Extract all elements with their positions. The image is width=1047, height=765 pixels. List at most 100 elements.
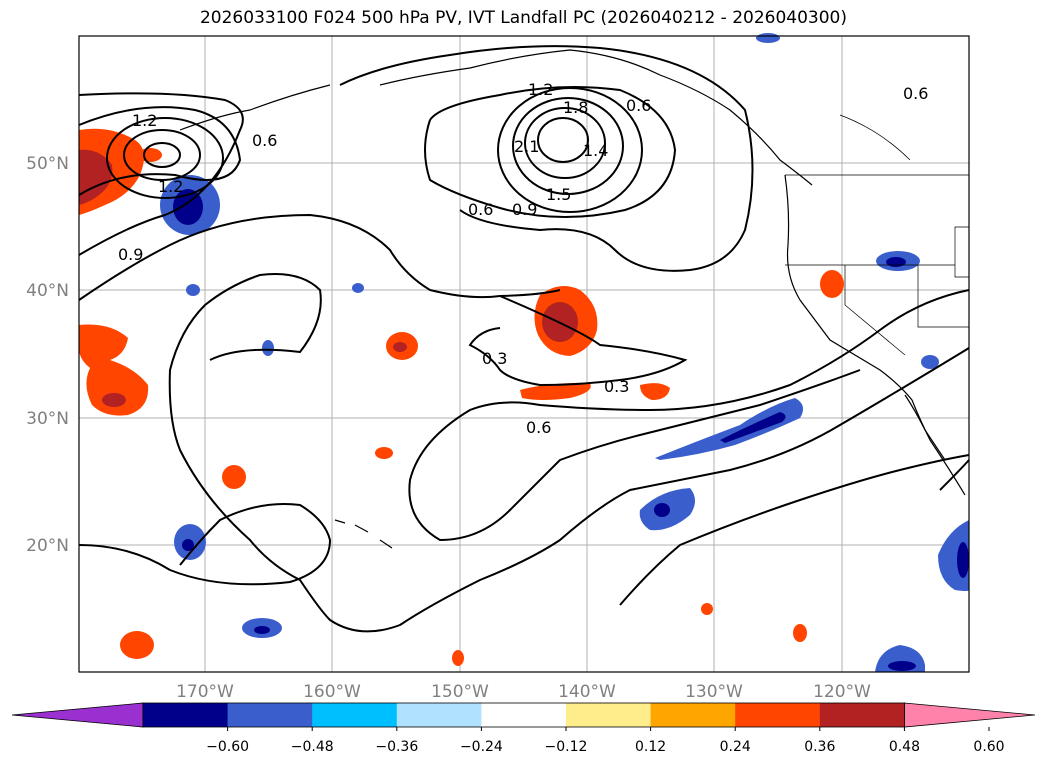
alaska-coast bbox=[379, 49, 813, 186]
latitude-labels: 50°N 40°N 30°N 20°N bbox=[26, 154, 69, 556]
contour bbox=[339, 45, 754, 272]
graticule bbox=[79, 36, 969, 672]
contour-label: 0.6 bbox=[626, 96, 651, 115]
contour-label: 1.8 bbox=[563, 98, 588, 117]
contour-label: 1.2 bbox=[132, 111, 157, 130]
lat-label: 30°N bbox=[26, 409, 69, 429]
shade-positive bbox=[138, 148, 162, 162]
shade-positive bbox=[820, 270, 844, 298]
contour-label: 0.6 bbox=[252, 131, 277, 150]
contour bbox=[939, 459, 970, 491]
shade-negative-strong bbox=[957, 542, 969, 578]
colorbar-tick-label: −0.24 bbox=[460, 739, 503, 755]
contour-label: 0.9 bbox=[118, 245, 143, 264]
colorbar-tick-label: −0.12 bbox=[545, 739, 588, 755]
lon-label: 160°W bbox=[303, 682, 361, 702]
shade-negative-strong bbox=[888, 661, 916, 671]
shade-negative-strong bbox=[720, 412, 786, 443]
contour-label: 0.9 bbox=[512, 200, 537, 219]
contour-labels: 1.2 0.6 1.2 0.9 1.2 1.8 2.1 1.4 1.5 0.9 … bbox=[118, 80, 928, 437]
colorbar-segment bbox=[312, 703, 398, 727]
contour bbox=[619, 454, 970, 606]
colorbar-segment bbox=[227, 703, 313, 727]
contour bbox=[424, 85, 677, 218]
shade-positive bbox=[452, 650, 464, 666]
shade-positive-strong bbox=[102, 393, 126, 407]
political-borders bbox=[785, 114, 970, 356]
colorbar-outline bbox=[142, 702, 905, 728]
shade-negative-strong bbox=[886, 257, 906, 267]
contour bbox=[524, 107, 606, 179]
colorbar-segment bbox=[650, 703, 736, 727]
coastlines bbox=[179, 49, 966, 549]
lon-label: 150°W bbox=[431, 682, 489, 702]
colorbar-tick-label: 0.60 bbox=[973, 739, 1004, 755]
contour bbox=[168, 273, 970, 633]
map-frame bbox=[78, 35, 970, 673]
lon-label: 170°W bbox=[176, 682, 234, 702]
shade-positive-strong bbox=[393, 342, 407, 352]
colorbar bbox=[11, 702, 1036, 731]
map-title: 2026033100 F024 500 hPa PV, IVT Landfall… bbox=[199, 8, 847, 28]
colorbar-segment bbox=[396, 703, 482, 727]
shade-positive bbox=[120, 631, 154, 659]
lat-label: 20°N bbox=[26, 536, 69, 556]
colorbar-tick-label: −0.36 bbox=[375, 739, 418, 755]
lon-label: 140°W bbox=[558, 682, 616, 702]
contour bbox=[512, 97, 624, 195]
colorbar-overflow-arrow bbox=[904, 702, 1036, 728]
contour-label: 1.2 bbox=[158, 177, 183, 196]
longitude-labels: 170°W 160°W 150°W 140°W 130°W 120°W bbox=[176, 682, 871, 702]
contour-label: 1.4 bbox=[583, 141, 608, 160]
contour-label: 1.5 bbox=[546, 185, 571, 204]
shade-positive bbox=[640, 383, 670, 400]
colorbar-segment bbox=[566, 703, 652, 727]
contour bbox=[123, 129, 201, 181]
contour-label: 0.6 bbox=[526, 418, 551, 437]
contour bbox=[408, 289, 970, 542]
shade-negative bbox=[186, 284, 200, 296]
shade-positive bbox=[79, 324, 149, 416]
shade-positive bbox=[701, 603, 713, 615]
colorbar-tick-label: 0.24 bbox=[720, 739, 751, 755]
lat-label: 40°N bbox=[26, 281, 69, 301]
ivt-shading bbox=[79, 33, 969, 672]
contour bbox=[78, 213, 561, 301]
colorbar-tick-label: −0.48 bbox=[291, 739, 334, 755]
shade-positive bbox=[520, 382, 591, 400]
contour bbox=[537, 117, 589, 163]
west-coast-north-america bbox=[784, 174, 966, 496]
contour bbox=[78, 106, 242, 196]
shade-negative bbox=[655, 398, 804, 460]
colorbar-tick-label: 0.48 bbox=[889, 739, 920, 755]
contour-label: 0.3 bbox=[604, 377, 629, 396]
hawaii-islands bbox=[334, 519, 393, 549]
colorbar-tick-label: 0.12 bbox=[635, 739, 666, 755]
shade-negative-strong bbox=[654, 503, 670, 517]
colorbar-underflow-arrow bbox=[11, 702, 144, 728]
colorbar-tick-labels: −0.60 −0.48 −0.36 −0.24 −0.12 0.12 0.24 0.36 0.4… bbox=[206, 739, 1004, 755]
contour bbox=[78, 92, 244, 256]
shade-negative-strong bbox=[254, 626, 270, 634]
colorbar-segment bbox=[143, 703, 229, 727]
contour bbox=[78, 503, 332, 586]
shade-negative bbox=[352, 283, 364, 293]
colorbar-tick-label: 0.36 bbox=[804, 739, 835, 755]
contour-label: 2.1 bbox=[514, 137, 539, 156]
contour-label: 0.6 bbox=[903, 84, 928, 103]
colorbar-segment bbox=[819, 703, 905, 727]
lon-label: 130°W bbox=[685, 682, 743, 702]
shade-positive bbox=[375, 447, 393, 459]
shade-negative bbox=[921, 355, 939, 369]
shade-negative-strong bbox=[182, 539, 194, 551]
colorbar-tick-label: −0.60 bbox=[206, 739, 249, 755]
baja-california bbox=[904, 394, 946, 461]
colorbar-segment bbox=[481, 703, 567, 727]
pv-contours bbox=[78, 45, 970, 633]
contour-label: 0.6 bbox=[468, 200, 493, 219]
contour bbox=[497, 87, 643, 213]
aleutian-coast bbox=[179, 84, 331, 131]
contour bbox=[143, 142, 181, 168]
shade-negative bbox=[756, 33, 780, 43]
contour-label: 1.2 bbox=[528, 80, 553, 99]
